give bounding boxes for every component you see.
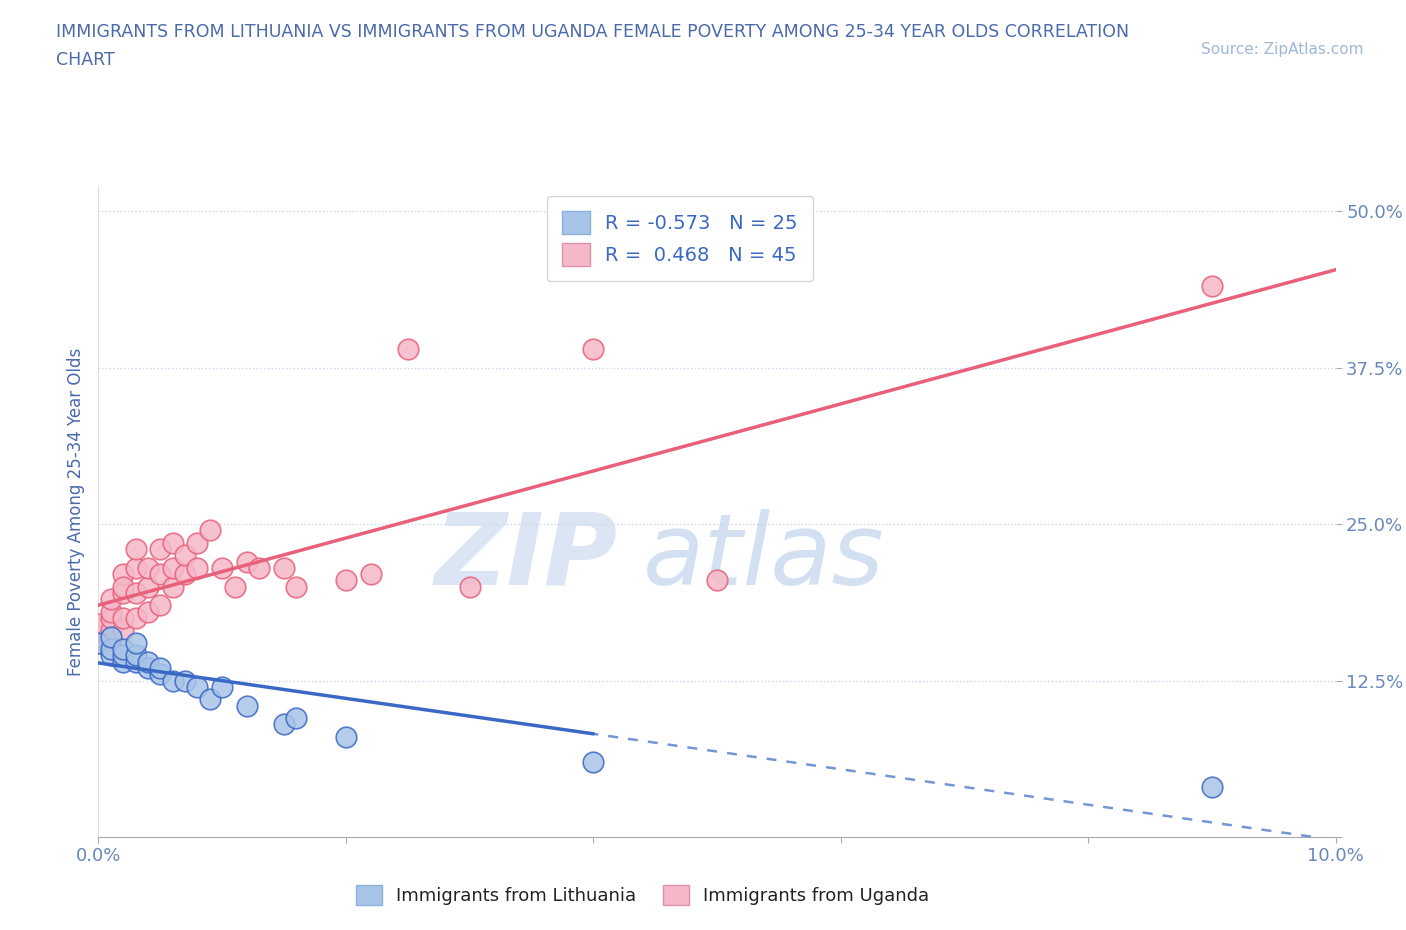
Point (149, 598, 172, 613)
Text: ZIP: ZIP (434, 509, 619, 605)
Point (149, 541, 172, 556)
Point (100, 642, 122, 657)
Point (285, 579, 308, 594)
Point (136, 655, 159, 670)
Point (273, 561, 295, 576)
Point (124, 655, 146, 670)
Y-axis label: Female Poverty Among 25-34 Year Olds: Female Poverty Among 25-34 Year Olds (66, 348, 84, 675)
Point (112, 623, 135, 638)
Point (87, 635, 110, 650)
Point (112, 610, 135, 625)
Point (124, 561, 146, 576)
Point (458, 579, 481, 594)
Point (174, 566, 197, 581)
Point (162, 579, 184, 594)
Point (582, 754, 605, 769)
Point (335, 729, 357, 744)
Point (124, 610, 146, 625)
Point (1201, 779, 1223, 794)
Point (396, 341, 419, 356)
Point (149, 667, 172, 682)
Point (124, 586, 146, 601)
Point (198, 523, 221, 538)
Point (236, 554, 259, 569)
Point (100, 630, 122, 644)
Point (162, 536, 184, 551)
Point (174, 548, 197, 563)
Point (706, 573, 728, 588)
Point (124, 541, 146, 556)
Legend: Immigrants from Lithuania, Immigrants from Uganda: Immigrants from Lithuania, Immigrants fr… (349, 877, 936, 912)
Point (136, 561, 159, 576)
Point (112, 642, 135, 657)
Point (162, 561, 184, 576)
Point (335, 573, 357, 588)
Point (149, 566, 172, 581)
Point (174, 673, 197, 688)
Point (87, 623, 110, 638)
Point (136, 660, 159, 675)
Point (1201, 279, 1223, 294)
Point (87, 635, 110, 650)
Point (100, 623, 122, 638)
Point (136, 604, 159, 619)
Point (247, 561, 270, 576)
Text: Source: ZipAtlas.com: Source: ZipAtlas.com (1201, 42, 1364, 57)
Point (224, 579, 246, 594)
Point (186, 679, 208, 694)
Point (112, 579, 135, 594)
Point (87, 630, 110, 644)
Point (236, 698, 259, 713)
Point (100, 591, 122, 606)
Point (112, 655, 135, 670)
Point (100, 610, 122, 625)
Text: IMMIGRANTS FROM LITHUANIA VS IMMIGRANTS FROM UGANDA FEMALE POVERTY AMONG 25-34 Y: IMMIGRANTS FROM LITHUANIA VS IMMIGRANTS … (56, 23, 1129, 41)
Point (112, 648, 135, 663)
Point (149, 660, 172, 675)
Point (100, 604, 122, 619)
Point (87, 617, 110, 631)
Text: atlas: atlas (643, 509, 884, 605)
Point (360, 566, 382, 581)
Point (186, 536, 208, 551)
Point (186, 561, 208, 576)
Point (124, 648, 146, 663)
Point (112, 566, 135, 581)
Point (136, 579, 159, 594)
Point (162, 673, 184, 688)
Point (100, 635, 122, 650)
Point (124, 635, 146, 650)
Point (198, 692, 221, 707)
Point (211, 679, 233, 694)
Point (112, 586, 135, 601)
Point (582, 341, 605, 356)
Point (273, 717, 295, 732)
Point (285, 711, 308, 725)
Text: CHART: CHART (56, 51, 115, 69)
Point (211, 561, 233, 576)
Point (100, 648, 122, 663)
